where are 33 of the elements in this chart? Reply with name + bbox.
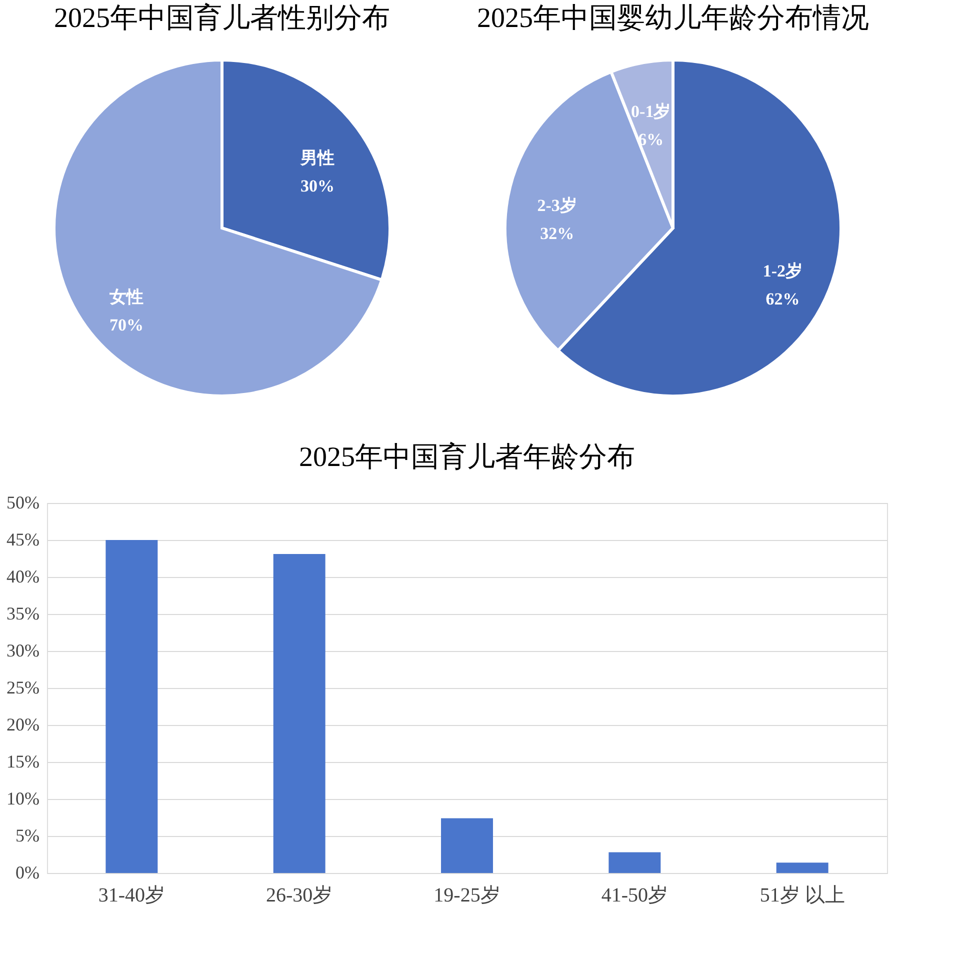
- y-tick-label: 30%: [6, 640, 40, 660]
- bar: [776, 862, 828, 873]
- slice-label: 2-3岁: [537, 196, 577, 215]
- x-tick-label: 51岁 以上: [760, 884, 845, 906]
- bar: [106, 540, 158, 873]
- y-tick-label: 25%: [6, 678, 40, 698]
- y-tick-label: 15%: [6, 752, 40, 772]
- y-tick-label: 35%: [6, 604, 40, 624]
- y-tick-label: 0%: [16, 862, 40, 882]
- bar: [608, 852, 661, 873]
- y-tick-label: 45%: [6, 530, 40, 550]
- slice-label: 男性: [299, 148, 334, 168]
- y-tick-label: 50%: [6, 492, 40, 512]
- data-label: 32%: [540, 224, 574, 243]
- slice-label: 0-1岁: [631, 102, 671, 122]
- x-tick-label: 31-40岁: [98, 884, 166, 906]
- data-label: 30%: [300, 176, 334, 196]
- slice-label: 女性: [108, 287, 144, 306]
- x-tick-label: 19-25岁: [434, 884, 500, 906]
- y-tick-label: 20%: [6, 714, 40, 734]
- bar: [441, 818, 493, 873]
- data-label: 62%: [766, 289, 800, 308]
- x-tick-label: 41-50岁: [601, 884, 668, 906]
- x-tick-label: 26-30岁: [266, 884, 333, 906]
- y-tick-label: 40%: [6, 566, 40, 586]
- chart-title: 2025年中国育儿者年龄分布: [299, 441, 635, 473]
- y-tick-label: 10%: [6, 788, 40, 808]
- chart-title: 2025年中国育儿者性别分布: [54, 2, 390, 34]
- y-tick-label: 5%: [16, 826, 40, 846]
- data-label: 70%: [110, 315, 144, 334]
- bar: [273, 554, 326, 873]
- slice-label: 1-2岁: [762, 261, 803, 280]
- chart-title: 2025年中国婴幼儿年龄分布情况: [477, 3, 869, 34]
